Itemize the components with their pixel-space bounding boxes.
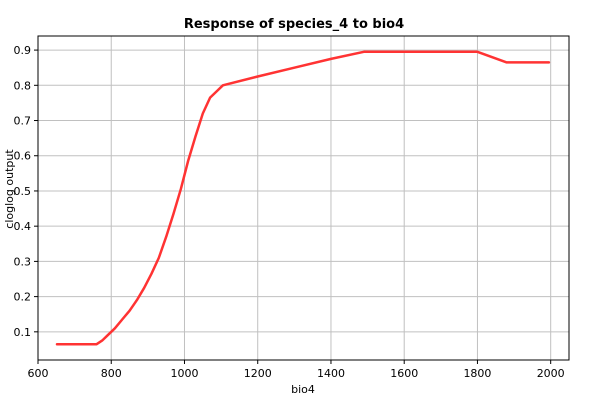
- y-axis-label: cloglog output: [3, 149, 16, 229]
- x-tick-label: 1600: [390, 367, 418, 380]
- x-tick-label: 800: [101, 367, 122, 380]
- chart-title: Response of species_4 to bio4: [184, 17, 404, 32]
- y-tick-label: 0.8: [14, 79, 32, 92]
- grid: [37, 36, 569, 360]
- y-tick-label: 0.2: [14, 291, 32, 304]
- y-tick-label: 0.3: [14, 255, 32, 268]
- y-tick-label: 0.1: [14, 326, 32, 339]
- x-tick-label: 600: [28, 367, 49, 380]
- y-tick-label: 0.5: [14, 185, 32, 198]
- response-curve: [55, 50, 551, 346]
- y-tick-label: 0.9: [14, 44, 32, 57]
- y-tick-label: 0.6: [14, 150, 32, 163]
- x-tick-label: 1400: [317, 367, 345, 380]
- series-layer: [55, 50, 551, 346]
- x-axis-label: bio4: [291, 383, 315, 396]
- x-tick-label: 1800: [463, 367, 491, 380]
- y-tick-label: 0.4: [14, 220, 32, 233]
- x-tick-label: 1200: [244, 367, 272, 380]
- x-tick-label: 2000: [537, 367, 565, 380]
- ticks: 600 800 1000 1200 1400 1600 1800 2000 0.1 0.2 0.3 0…: [14, 44, 565, 380]
- y-tick-label: 0.7: [14, 115, 32, 128]
- x-tick-label: 1000: [170, 367, 198, 380]
- plot-area: [37, 35, 570, 361]
